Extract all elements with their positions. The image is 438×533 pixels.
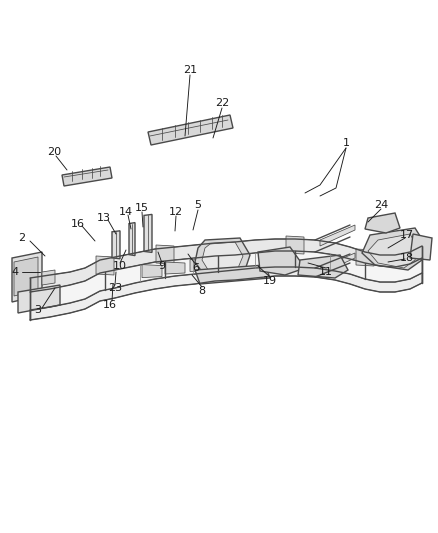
Text: 19: 19 xyxy=(263,276,277,286)
Polygon shape xyxy=(410,234,432,260)
Polygon shape xyxy=(14,257,38,296)
Text: 4: 4 xyxy=(11,267,18,277)
Polygon shape xyxy=(96,256,114,275)
Text: 22: 22 xyxy=(215,98,229,108)
Polygon shape xyxy=(165,262,185,274)
Polygon shape xyxy=(320,253,355,274)
Text: 16: 16 xyxy=(71,219,85,229)
Polygon shape xyxy=(356,249,374,266)
Polygon shape xyxy=(195,265,270,284)
Text: 18: 18 xyxy=(400,253,414,263)
Polygon shape xyxy=(222,257,242,268)
Polygon shape xyxy=(129,223,135,256)
Text: 5: 5 xyxy=(194,200,201,210)
Polygon shape xyxy=(202,242,243,275)
Polygon shape xyxy=(18,285,60,313)
Polygon shape xyxy=(362,228,425,270)
Polygon shape xyxy=(365,213,400,233)
Text: 21: 21 xyxy=(183,65,197,75)
Polygon shape xyxy=(144,214,152,253)
Text: 3: 3 xyxy=(35,305,42,315)
Text: 11: 11 xyxy=(319,267,333,277)
Text: 16: 16 xyxy=(103,300,117,310)
Polygon shape xyxy=(30,239,422,292)
Polygon shape xyxy=(286,236,304,254)
Text: 15: 15 xyxy=(135,203,149,213)
Text: 8: 8 xyxy=(198,286,205,296)
Polygon shape xyxy=(62,167,112,186)
Polygon shape xyxy=(320,225,355,246)
Polygon shape xyxy=(112,231,120,259)
Polygon shape xyxy=(258,247,305,275)
Polygon shape xyxy=(12,252,42,302)
Polygon shape xyxy=(142,264,162,278)
Text: 24: 24 xyxy=(374,200,388,210)
Polygon shape xyxy=(30,251,422,310)
Polygon shape xyxy=(195,238,250,278)
Text: 17: 17 xyxy=(400,230,414,240)
Polygon shape xyxy=(368,234,418,268)
Text: 2: 2 xyxy=(18,233,25,243)
Polygon shape xyxy=(30,267,422,320)
Polygon shape xyxy=(298,255,348,278)
Polygon shape xyxy=(42,270,55,285)
Text: 9: 9 xyxy=(159,261,166,271)
Text: 1: 1 xyxy=(343,138,350,148)
Polygon shape xyxy=(156,245,174,264)
Text: 23: 23 xyxy=(108,283,122,293)
Text: 14: 14 xyxy=(119,207,133,217)
Polygon shape xyxy=(190,260,210,271)
Text: 20: 20 xyxy=(47,147,61,157)
Text: 13: 13 xyxy=(97,213,111,223)
Polygon shape xyxy=(148,115,233,145)
Text: 12: 12 xyxy=(169,207,183,217)
Text: 10: 10 xyxy=(113,261,127,271)
Text: 6: 6 xyxy=(192,263,199,273)
Polygon shape xyxy=(209,240,227,259)
